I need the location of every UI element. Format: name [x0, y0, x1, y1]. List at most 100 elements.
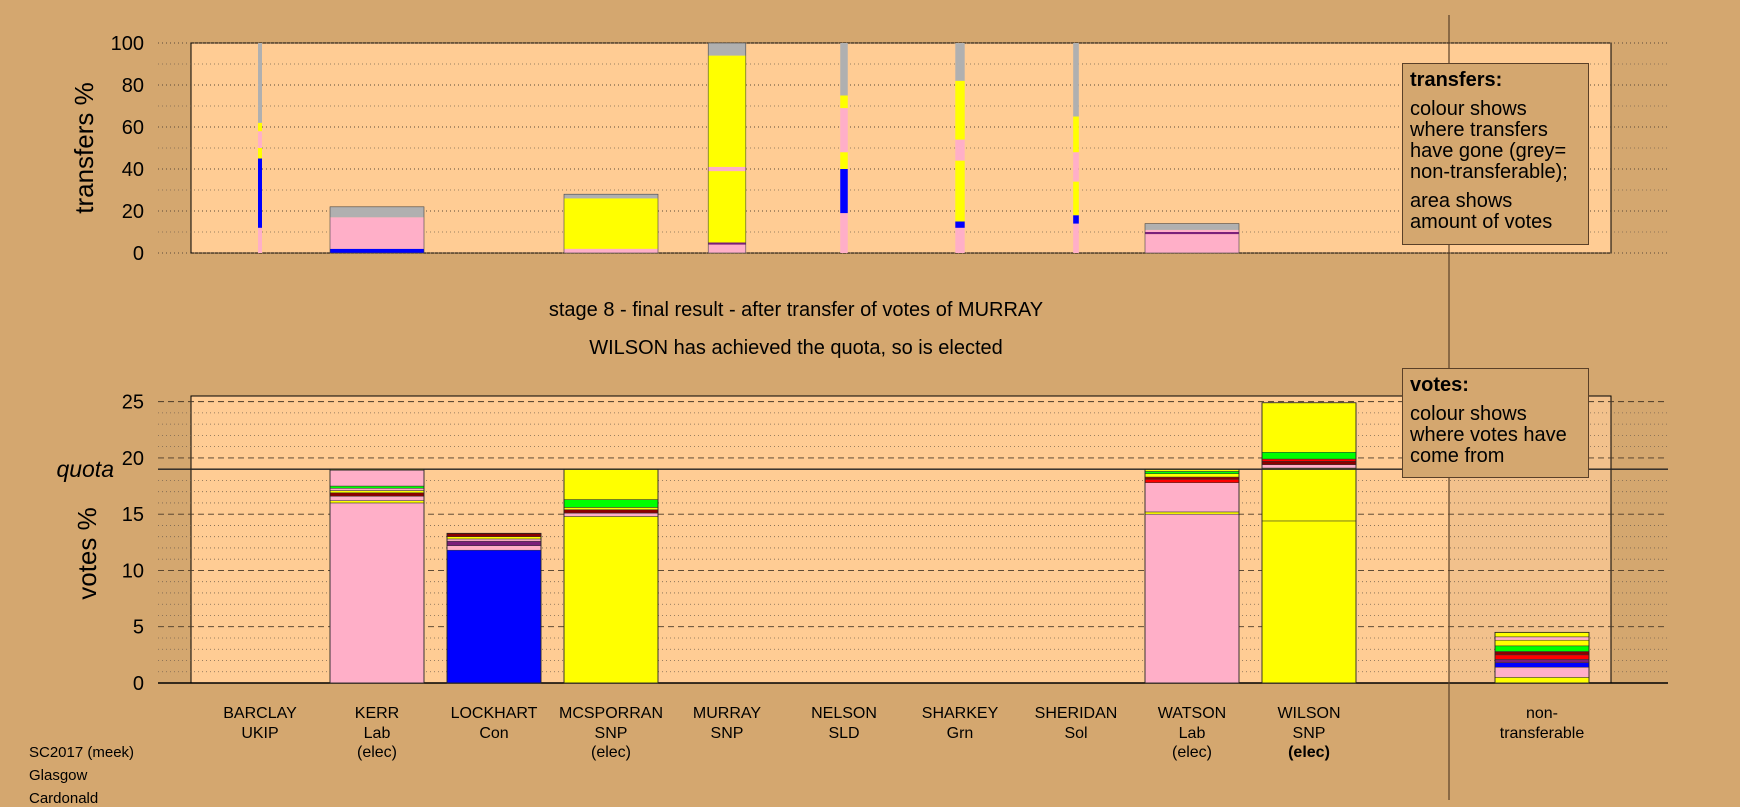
- vote-segment-nt-snp: [1494, 632, 1590, 638]
- transfer-segment-barclay-lab: [258, 227, 262, 253]
- vote-segment-con-lab: [446, 545, 542, 551]
- transfer-segment-sharkey-snp: [955, 160, 965, 222]
- transfer-segment-sheridan-snp: [1073, 116, 1079, 153]
- vote-bar-outline: [1261, 402, 1357, 684]
- transfers-tick-label: 60: [122, 117, 144, 139]
- transfer-bar-outline: [329, 206, 425, 254]
- transfer-segment-sheridan-nontransferable: [1073, 43, 1079, 117]
- vote-segment-snp-snp: [1261, 467, 1357, 522]
- vote-segment-nt-lab: [1494, 636, 1590, 641]
- vote-segment-nt-con: [1494, 662, 1590, 668]
- vote-segment-lab-sld: [1144, 479, 1240, 483]
- candidate-name-label: MURRAY: [693, 705, 761, 722]
- transfers-y-axis-label: transfers %: [69, 82, 99, 214]
- candidate-status-label: (elec): [591, 744, 631, 761]
- vote-segment-snp-snp: [1261, 402, 1357, 453]
- votes-legend-text: colour shows where votes have come from: [1410, 403, 1567, 467]
- votes-legend-title: votes:: [1410, 374, 1469, 396]
- vote-segment-lab-snp: [329, 490, 425, 494]
- candidate-party-label: SLD: [828, 725, 859, 742]
- footer-line-2: Glasgow: [29, 767, 88, 784]
- votes-legend: votes: colour shows where votes have com…: [1402, 368, 1589, 478]
- transfer-segment-murray-nontransferable: [708, 43, 746, 56]
- vote-segment-nt-sld: [1494, 654, 1590, 660]
- transfer-bar-outline: [1144, 223, 1240, 254]
- vote-segment-nt-snp: [1494, 639, 1590, 647]
- transfer-segment-watson-lab: [1145, 229, 1239, 232]
- transfer-segment-mcsporran-nontransferable: [564, 194, 658, 199]
- vote-segment-con-lab: [446, 538, 542, 542]
- vote-segment-lab-lab: [1144, 482, 1240, 513]
- transfer-segment-sharkey-lab: [955, 227, 965, 253]
- vote-bar-outline: [1494, 631, 1590, 684]
- transfer-segment-murray-snp: [708, 171, 746, 243]
- candidate-name-label: NELSON: [811, 705, 877, 722]
- transfer-segment-nelson-con: [840, 169, 848, 214]
- votes-plot-area: [190, 395, 1612, 684]
- transfer-segment-sheridan-lab: [1073, 152, 1079, 182]
- vote-segment-snp-snp: [563, 507, 659, 510]
- votes-tick-label: 0: [133, 673, 144, 695]
- vote-segment-nt-ukip: [1494, 659, 1590, 663]
- votes-tick-label: 5: [133, 617, 144, 639]
- transfers-legend: transfers: colour shows where transfers …: [1402, 63, 1589, 245]
- vote-segment-snp-sld: [1261, 458, 1357, 462]
- transfer-segment-sheridan-snp: [1073, 181, 1079, 216]
- transfers-legend-title: transfers:: [1410, 69, 1503, 91]
- transfer-segment-kerr-lab: [330, 217, 424, 249]
- transfers-legend-text: colour shows where transfers have gone (…: [1410, 98, 1568, 183]
- transfer-segment-nelson-lab: [840, 108, 848, 153]
- vote-segment-con-snp: [446, 536, 542, 540]
- transfer-segment-sharkey-nontransferable: [955, 43, 965, 81]
- vote-segment-con-ukip: [446, 540, 542, 546]
- candidate-status-label: (elec): [357, 744, 397, 761]
- footer-line-3: Cardonald: [29, 790, 99, 807]
- vote-segment-lab-sol: [329, 492, 425, 497]
- transfer-segment-kerr-nontransferable: [330, 206, 424, 218]
- candidate-name-label: WILSON: [1277, 705, 1340, 722]
- candidate-name-label: WATSON: [1158, 705, 1226, 722]
- stage-headline: stage 8 - final result - after transfer …: [549, 299, 1043, 321]
- transfer-segment-nelson-snp: [840, 152, 848, 169]
- transfer-segment-sharkey-lab: [955, 139, 965, 161]
- vote-segment-lab-lab: [329, 470, 425, 487]
- candidate-status-label: (elec): [1172, 744, 1212, 761]
- vote-segment-lab-grn: [329, 485, 425, 489]
- candidate-name-label: BARCLAY: [223, 705, 297, 722]
- candidate-name-label: SHARKEY: [922, 705, 999, 722]
- candidate-party-label: SNP: [1293, 725, 1326, 742]
- transfer-bar-outline: [707, 42, 747, 254]
- candidate-party-label: Grn: [947, 725, 974, 742]
- candidate-status-label: (elec): [1288, 744, 1330, 761]
- transfer-segment-sharkey-snp: [955, 80, 965, 140]
- vote-segment-nt-snp: [1494, 677, 1590, 684]
- vote-segment-snp-sol: [563, 509, 659, 514]
- transfers-legend-note: area shows amount of votes: [1410, 190, 1553, 233]
- transfer-segment-watson-ukip: [1145, 232, 1239, 235]
- transfer-segment-barclay-nontransferable: [258, 43, 262, 123]
- transfer-segment-barclay-snp: [258, 148, 262, 159]
- candidate-party-label: Lab: [364, 725, 391, 742]
- transfer-segment-barclay-lab: [258, 131, 262, 148]
- vote-segment-lab-lab: [329, 488, 425, 491]
- vote-segment-lab-lab: [329, 495, 425, 501]
- vote-segment-snp-grn: [1261, 452, 1357, 460]
- transfer-segment-murray-lab: [708, 244, 746, 253]
- transfers-tick-label: 100: [111, 33, 144, 55]
- transfers-tick-label: 80: [122, 75, 144, 97]
- vote-segment-snp-sol: [1261, 461, 1357, 465]
- candidate-party-label: SNP: [595, 725, 628, 742]
- transfer-segment-nelson-nontransferable: [840, 43, 848, 96]
- vote-segment-lab-snp: [1144, 511, 1240, 515]
- transfer-segment-watson-nontransferable: [1145, 223, 1239, 230]
- transfers-tick-label: 0: [133, 243, 144, 265]
- vote-segment-lab-sol: [1144, 476, 1240, 480]
- quota-label: quota: [56, 456, 114, 482]
- transfer-segment-sheridan-con: [1073, 215, 1079, 224]
- candidate-party-label: Lab: [1179, 725, 1206, 742]
- candidate-party-label: Con: [479, 725, 508, 742]
- transfer-segment-mcsporran-snp: [564, 198, 658, 249]
- votes-tick-label: 20: [122, 448, 144, 470]
- vote-segment-nt-sol: [1494, 651, 1590, 656]
